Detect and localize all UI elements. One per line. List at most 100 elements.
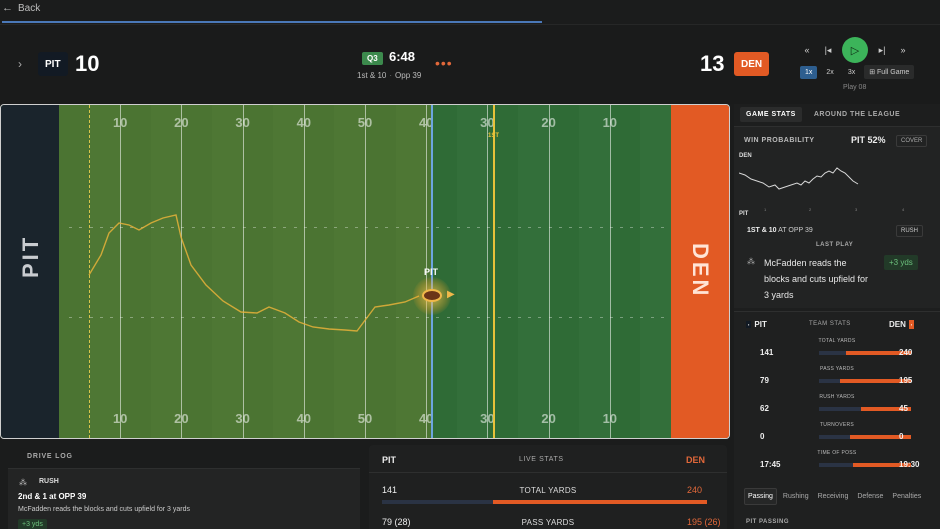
team-stats-away: DEN ▪ [889,320,915,330]
goal-line-marker [89,105,90,438]
team-stat-away: 240 [899,348,913,357]
hash-mark [487,227,491,228]
subtab-receiving[interactable]: Receiving [817,493,849,500]
subtab-passing[interactable]: Passing [744,488,777,505]
field-stripe [365,105,396,438]
win-prob-title: WIN PROBABILITY [744,137,815,144]
win-probability-chart [739,167,859,190]
play-trail [88,214,420,332]
fast-forward-icon[interactable]: » [900,45,906,55]
field-stripe [212,105,243,438]
situation-rest: AT OPP 39 [778,227,813,234]
yard-number: 20 [174,115,189,130]
wp-tick-1: 1 [764,207,767,212]
hash-mark [365,227,368,228]
hash-mark [242,317,246,318]
win-prob-top-team: DEN [739,153,752,159]
team-stat-row: PASS YARDS 79 195 [734,366,940,388]
hash-mark [579,227,583,228]
hash-mark [171,227,175,228]
hash-mark [130,227,134,228]
ball-carrier-team: PIT [424,267,439,277]
stats-subtabs: Passing Rushing Receiving Defense Penalt… [744,488,924,505]
hash-mark [548,317,552,318]
hash-mark [79,317,83,318]
field-stripe [395,105,427,438]
field-position: Opp 39 [395,71,422,80]
hash-mark [69,317,73,318]
yard-line [120,105,122,438]
hash-mark [385,227,389,228]
hash-mark [334,317,338,318]
more-options-icon[interactable]: ••• [435,55,453,71]
hash-mark [569,317,572,318]
hash-mark [314,317,317,318]
field-stripe [59,105,90,438]
tab-game-stats[interactable]: GAME STATS [740,107,802,122]
subtab-penalties[interactable]: Penalties [892,493,922,500]
rewind-icon[interactable]: « [804,45,810,55]
hash-mark [467,227,470,228]
football-icon[interactable] [422,289,442,302]
cover-button[interactable]: COVER [896,135,928,147]
subtab-rushing[interactable]: Rushing [782,493,809,500]
team-stat-bar [839,379,911,383]
situation-text: 1ST & 10 AT OPP 39 [747,227,813,234]
full-game-button[interactable]: ⊞ Full Game [864,65,915,79]
down-text: 1st & 10 [357,71,387,80]
step-back-icon[interactable]: |◂ [824,44,832,55]
arrow-left-icon: ← [2,2,13,14]
team-stat-label: TOTAL YARDS [818,338,856,344]
team-stat-bar [849,435,911,439]
yard-line [426,105,428,438]
hash-mark [609,227,613,228]
hash-mark [518,227,521,228]
yard-number: 10 [112,411,128,426]
footprint-icon: ⁂ [747,257,755,266]
yard-number: 20 [174,411,189,426]
hash-mark [212,227,215,228]
hash-mark [528,227,532,228]
yard-number: 40 [418,411,434,426]
back-button[interactable]: ← Back [2,2,40,14]
hash-mark [548,227,552,228]
speed-3x[interactable]: 3x [847,68,856,76]
step-forward-icon[interactable]: ▸| [878,44,886,55]
hash-mark [263,227,266,228]
wp-tick-4: 4 [902,207,905,212]
yard-number: 40 [296,411,312,426]
speed-2x[interactable]: 2x [826,68,834,76]
hash-mark [467,317,470,318]
team-stat-bar [853,463,911,467]
football-field: PIT 10 10 20 20 30 30 40 40 50 50 40 40 30 30 20 20 10 10… [0,104,730,439]
hash-mark [99,227,103,228]
subtab-defense[interactable]: Defense [857,493,884,500]
team-stats-away-label: DEN [889,320,906,329]
live-stats-title: LIVE STATS [519,456,564,463]
home-endzone: PIT [1,105,59,438]
team-stat-label: PASS YARDS [819,366,855,372]
yard-number: 20 [541,411,556,426]
hash-mark [589,317,593,318]
field-stripe [456,105,488,438]
expand-chevron-icon[interactable]: › [18,57,22,71]
away-endzone: DEN [671,105,729,438]
hash-mark [354,317,358,318]
play-type-tag: RUSH [896,225,924,237]
team-stat-away: 19:30 [899,460,920,469]
yard-number: 10 [602,411,618,426]
speed-1x[interactable]: 1x [800,65,818,79]
drive-entry-desc: McFadden reads the blocks and cuts upfie… [18,506,190,513]
hash-mark [507,227,511,228]
team-stat-label: RUSH YARDS [819,394,855,400]
hash-mark [201,317,205,318]
hash-mark [222,317,226,318]
playback-progress[interactable] [2,21,542,23]
hash-mark [150,317,154,318]
win-probability-card [734,126,940,308]
tab-around-league[interactable]: AROUND THE LEAGUE [813,111,901,118]
hash-mark [110,317,113,318]
yard-number: 30 [480,411,495,426]
hash-mark [232,317,236,318]
play-button[interactable]: ▷ [842,37,868,63]
